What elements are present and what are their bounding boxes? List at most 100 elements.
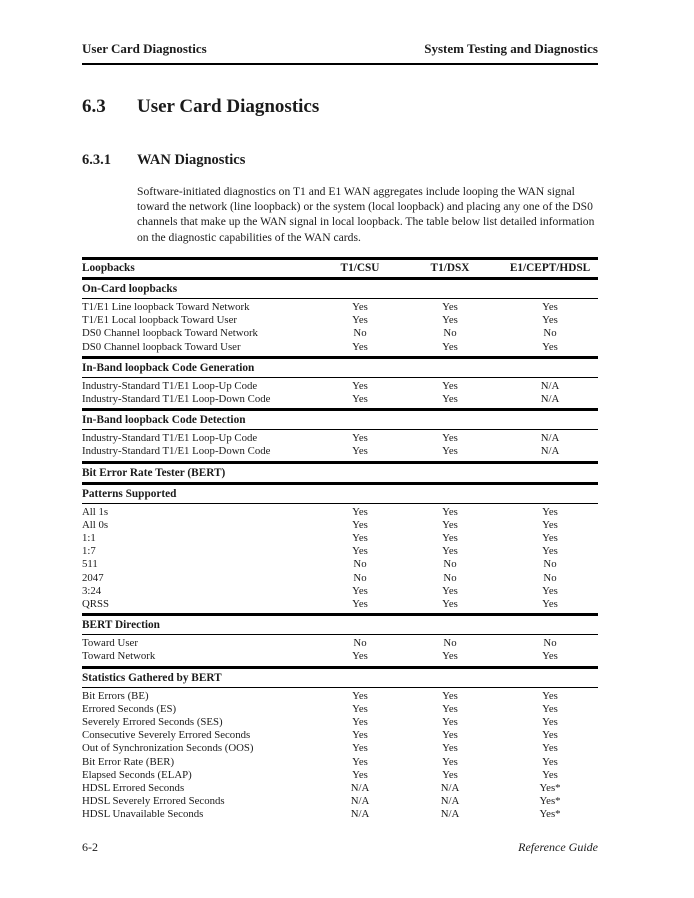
table-row: HDSL Unavailable Seconds N/A N/A Yes*: [82, 808, 598, 821]
table-row: All 1s Yes Yes Yes: [82, 506, 598, 519]
table-row: 511 No No No: [82, 558, 598, 571]
row-value: No: [353, 558, 367, 571]
table-row: QRSS Yes Yes Yes: [82, 598, 598, 611]
row-value: Yes: [442, 768, 458, 781]
row-value: Yes: [352, 545, 368, 558]
row-value: Yes*: [539, 808, 561, 821]
table-body: On-Card loopbacks T1/E1 Line loopback Tow…: [82, 280, 598, 824]
row-value: Yes: [442, 755, 458, 768]
row-label: 2047: [82, 571, 104, 584]
table-row: DS0 Channel loopback Toward User Yes Yes Ye…: [82, 341, 598, 354]
wan-diagnostics-table: Loopbacks T1/CSU T1/DSX E1/CEPT/HDSL On-…: [82, 257, 598, 824]
row-label: Industry-Standard T1/E1 Loop-Up Code: [82, 379, 258, 392]
table-section-title: Statistics Gathered by BERT: [82, 669, 598, 688]
table-row: Industry-Standard T1/E1 Loop-Up Code Yes Y…: [82, 380, 598, 393]
row-value: No: [543, 637, 557, 650]
row-value: Yes: [352, 314, 368, 327]
row-value: Yes: [542, 545, 558, 558]
row-value: Yes: [442, 340, 458, 353]
table-section-title: Patterns Supported: [82, 485, 598, 504]
row-value: Yes: [442, 689, 458, 702]
row-value: No: [353, 571, 367, 584]
row-value: N/A: [350, 782, 370, 795]
row-value: Yes: [442, 584, 458, 597]
row-value: No: [443, 558, 457, 571]
table-section: Patterns Supported All 1s Yes Yes Yes All 0s Y…: [82, 481, 598, 614]
row-value: Yes: [542, 532, 558, 545]
row-value: Yes: [442, 545, 458, 558]
table-section: On-Card loopbacks T1/E1 Line loopback Tow…: [82, 280, 598, 356]
row-value: Yes: [442, 716, 458, 729]
table-section-title: In-Band loopback Code Detection: [82, 411, 598, 431]
table-row: DS0 Channel loopback Toward Network No No N…: [82, 327, 598, 340]
row-value: Yes: [352, 505, 368, 518]
row-label: All 1s: [82, 505, 109, 518]
row-value: Yes: [442, 432, 458, 445]
row-value: No: [353, 327, 367, 340]
table-row: Severely Errored Seconds (SES) Yes Yes Yes: [82, 716, 598, 729]
row-label: Industry-Standard T1/E1 Loop-Up Code: [82, 432, 258, 445]
table-section: BERT Direction Toward User No No No Toward Ne…: [82, 613, 598, 665]
row-value: N/A: [540, 432, 560, 445]
column-header-e1cepthdsl: E1/CEPT/HDSL: [509, 262, 591, 274]
table-row: HDSL Severely Errored Seconds N/A N/A Yes*: [82, 795, 598, 808]
footer-doc-title: Reference Guide: [518, 840, 598, 854]
row-value: Yes: [442, 301, 458, 313]
row-label: 1:7: [82, 545, 96, 558]
row-value: Yes: [352, 584, 368, 597]
row-value: Yes: [442, 518, 458, 531]
row-label: HDSL Unavailable Seconds: [82, 808, 204, 821]
row-value: Yes: [442, 532, 458, 545]
row-label: 1:1: [82, 532, 96, 545]
table-row: Out of Synchronization Seconds (OOS) Yes Y…: [82, 742, 598, 755]
row-value: No: [543, 327, 557, 340]
running-header: User Card Diagnostics System Testing and…: [82, 41, 598, 65]
table-header-row: Loopbacks T1/CSU T1/DSX E1/CEPT/HDSL: [82, 257, 598, 280]
table-row: All 0s Yes Yes Yes: [82, 519, 598, 532]
column-header-t1csu: T1/CSU: [340, 262, 380, 274]
row-value: Yes: [542, 505, 558, 518]
row-value: Yes: [542, 702, 558, 715]
row-value: Yes: [352, 432, 368, 445]
table-row: 2047 No No No: [82, 572, 598, 585]
section-title: User Card Diagnostics: [137, 96, 320, 117]
table-row: T1/E1 Line loopback Toward Network Yes Yes…: [82, 301, 598, 314]
row-value: Yes*: [539, 795, 561, 808]
table-row: Elapsed Seconds (ELAP) Yes Yes Yes: [82, 769, 598, 782]
row-value: Yes*: [539, 782, 561, 795]
row-label: Consecutive Severely Errored Seconds: [82, 729, 251, 742]
row-value: No: [443, 327, 457, 340]
table-row: Industry-Standard T1/E1 Loop-Up Code Yes Y…: [82, 432, 598, 445]
row-label: Bit Errors (BE): [82, 689, 149, 702]
row-value: Yes: [542, 314, 558, 327]
table-row: Toward Network Yes Yes Yes: [82, 650, 598, 663]
row-value: N/A: [440, 808, 460, 821]
row-value: Yes: [542, 340, 558, 353]
column-header-t1dsx: T1/DSX: [430, 262, 470, 274]
row-label: 511: [82, 558, 98, 571]
footer-page-number: 6-2: [82, 840, 98, 854]
row-value: Yes: [352, 650, 368, 663]
row-value: No: [543, 558, 557, 571]
subsection-number: 6.3.1: [82, 152, 111, 168]
table-section-rows: T1/E1 Line loopback Toward Network Yes Yes…: [82, 299, 598, 356]
table-section-title: On-Card loopbacks: [82, 280, 598, 299]
row-value: Yes: [352, 379, 368, 392]
row-label: Severely Errored Seconds (SES): [82, 716, 223, 729]
table-row: Consecutive Severely Errored Seconds Yes Y…: [82, 729, 598, 742]
row-label: Industry-Standard T1/E1 Loop-Down Code: [82, 445, 271, 458]
row-value: Yes: [352, 742, 368, 755]
row-label: Out of Synchronization Seconds (OOS): [82, 742, 254, 755]
row-value: Yes: [352, 301, 368, 313]
table-section-rows: Toward User No No No Toward Network Yes Yes Yes: [82, 635, 598, 665]
column-header-loopbacks: Loopbacks: [82, 262, 135, 274]
body-paragraph: Software-initiated diagnostics on T1 and…: [137, 185, 595, 244]
row-value: N/A: [440, 782, 460, 795]
table-section-title: In-Band loopback Code Generation: [82, 359, 598, 378]
row-value: No: [443, 637, 457, 650]
row-label: T1/E1 Local loopback Toward User: [82, 314, 237, 327]
row-value: Yes: [352, 768, 368, 781]
row-value: No: [353, 637, 367, 650]
table-row: 1:7 Yes Yes Yes: [82, 545, 598, 558]
row-label: All 0s: [82, 518, 109, 531]
